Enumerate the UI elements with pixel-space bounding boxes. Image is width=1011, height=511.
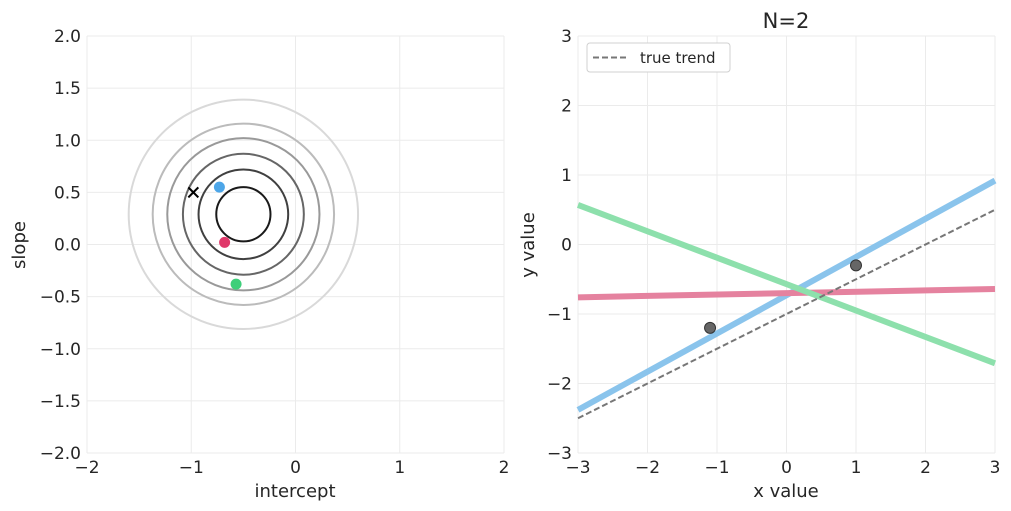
true-parameter-marker xyxy=(187,186,200,199)
legend: true trend xyxy=(586,42,731,73)
contour-ring xyxy=(215,186,272,243)
contour-ring xyxy=(166,137,321,292)
left-y-tick-label: −0.5 xyxy=(40,288,81,308)
contour-ring xyxy=(127,98,360,330)
left-ticks: −2 −1 0 1 2 2.0 1.5 1.0 0.5 0.0 −0.5 −1.0 −1.5 −2.0 xyxy=(40,27,510,478)
sample-regression-line xyxy=(577,285,996,301)
right-y-tick-label: −3 xyxy=(547,444,572,464)
legend-box xyxy=(586,42,731,73)
contour-ring xyxy=(197,168,290,261)
right-y-tick-label: 0 xyxy=(561,236,572,256)
contour-ring xyxy=(181,152,305,276)
true-trend-line xyxy=(577,208,996,420)
parameter-space-plot: −2 −1 0 1 2 2.0 1.5 1.0 0.5 0.0 −0.5 −1.0 −1.5 −2.0 i… xyxy=(9,27,509,502)
left-y-tick-label: −2.0 xyxy=(40,444,81,464)
left-x-tick-label: −2 xyxy=(74,458,99,478)
sample-regression-line xyxy=(576,202,997,367)
sample-point xyxy=(230,278,242,290)
right-y-tick-label: 2 xyxy=(561,97,572,117)
left-y-tick-label: 2.0 xyxy=(54,27,81,47)
contour-rings xyxy=(127,98,360,330)
sample-point xyxy=(213,181,225,193)
left-y-tick-label: 1.0 xyxy=(54,131,81,151)
right-x-tick-label: 1 xyxy=(851,458,862,478)
left-y-axis-label: slope xyxy=(9,221,30,269)
right-x-axis-label: x value xyxy=(753,481,819,502)
left-y-tick-label: −1.0 xyxy=(40,340,81,360)
left-marks xyxy=(187,181,242,290)
right-x-tick-label: −2 xyxy=(635,458,660,478)
right-marks xyxy=(576,177,997,420)
right-y-tick-label: 3 xyxy=(561,27,572,47)
left-x-tick-label: 2 xyxy=(499,458,510,478)
left-x-tick-label: 0 xyxy=(290,458,301,478)
contour-ring xyxy=(151,122,336,306)
left-x-tick-label: −1 xyxy=(179,458,204,478)
observed-data-point xyxy=(850,259,862,272)
right-x-tick-label: 2 xyxy=(920,458,931,478)
legend-entry-true-trend: true trend xyxy=(640,49,716,67)
right-x-tick-label: −1 xyxy=(704,458,729,478)
left-grid xyxy=(86,35,505,454)
left-y-tick-label: 0.0 xyxy=(54,236,81,256)
left-x-axis-label: intercept xyxy=(255,481,336,502)
right-x-tick-label: 3 xyxy=(990,458,1001,478)
right-x-tick-label: −3 xyxy=(565,458,590,478)
right-y-tick-label: −1 xyxy=(547,305,572,325)
observed-data-point xyxy=(704,321,717,334)
right-x-tick-label: 0 xyxy=(781,458,792,478)
left-x-tick-label: 1 xyxy=(394,458,405,478)
data-space-plot: N=2 −3 −2 −1 0 1 2 3 3 2 1 0 −1 −2 −3 x value y value… xyxy=(518,9,1000,502)
right-y-axis-label: y value xyxy=(518,212,539,278)
left-y-tick-label: 1.5 xyxy=(54,79,81,99)
right-title: N=2 xyxy=(763,9,810,33)
right-y-tick-label: 1 xyxy=(561,166,572,186)
right-grid xyxy=(577,35,996,454)
left-y-tick-label: −1.5 xyxy=(40,392,81,412)
left-y-tick-label: 0.5 xyxy=(54,183,81,203)
right-ticks: −3 −2 −1 0 1 2 3 3 2 1 0 −1 −2 −3 xyxy=(547,27,1000,478)
right-y-tick-label: −2 xyxy=(547,375,572,395)
sample-point xyxy=(219,236,231,248)
